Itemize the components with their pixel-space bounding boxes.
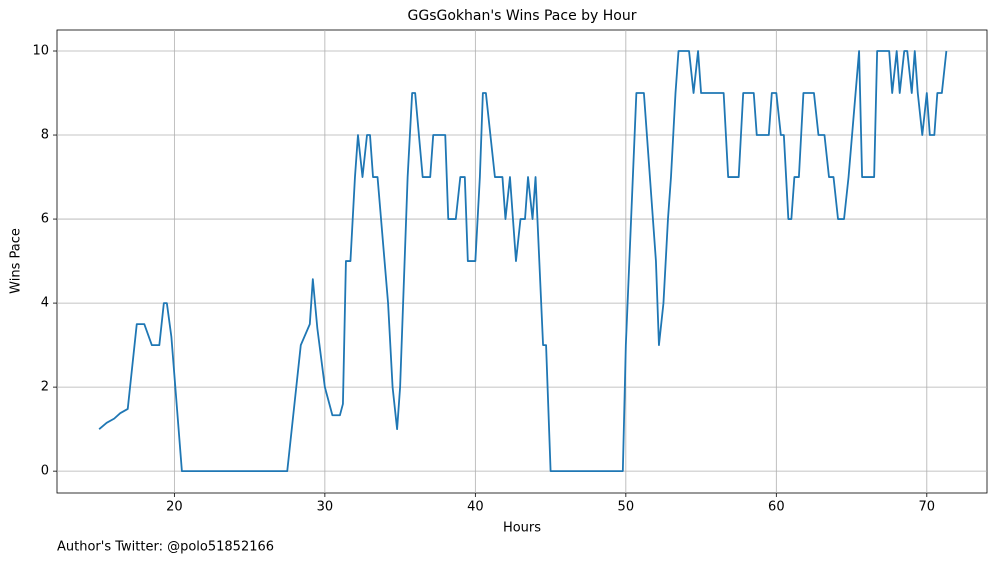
footnote: Author's Twitter: @polo51852166 [57, 540, 274, 555]
x-tick-label: 30 [317, 500, 334, 515]
x-tick-label: 40 [467, 500, 484, 515]
chart-title: GGsGokhan's Wins Pace by Hour [408, 8, 637, 24]
y-tick-label: 10 [32, 44, 49, 59]
x-tick-label: 60 [768, 500, 785, 515]
y-axis-label: Wins Pace [9, 228, 24, 294]
y-tick-label: 2 [41, 380, 49, 395]
x-tick-label: 50 [618, 500, 635, 515]
plot-frame [56, 29, 988, 494]
y-tick-label: 8 [41, 128, 49, 143]
x-tick-label: 70 [919, 500, 936, 515]
y-tick-label: 6 [41, 212, 49, 227]
x-tick-label: 20 [166, 500, 183, 515]
x-axis-label: Hours [503, 521, 541, 536]
y-tick-label: 0 [41, 464, 49, 479]
y-tick-label: 4 [41, 296, 49, 311]
line-series [98, 50, 948, 473]
